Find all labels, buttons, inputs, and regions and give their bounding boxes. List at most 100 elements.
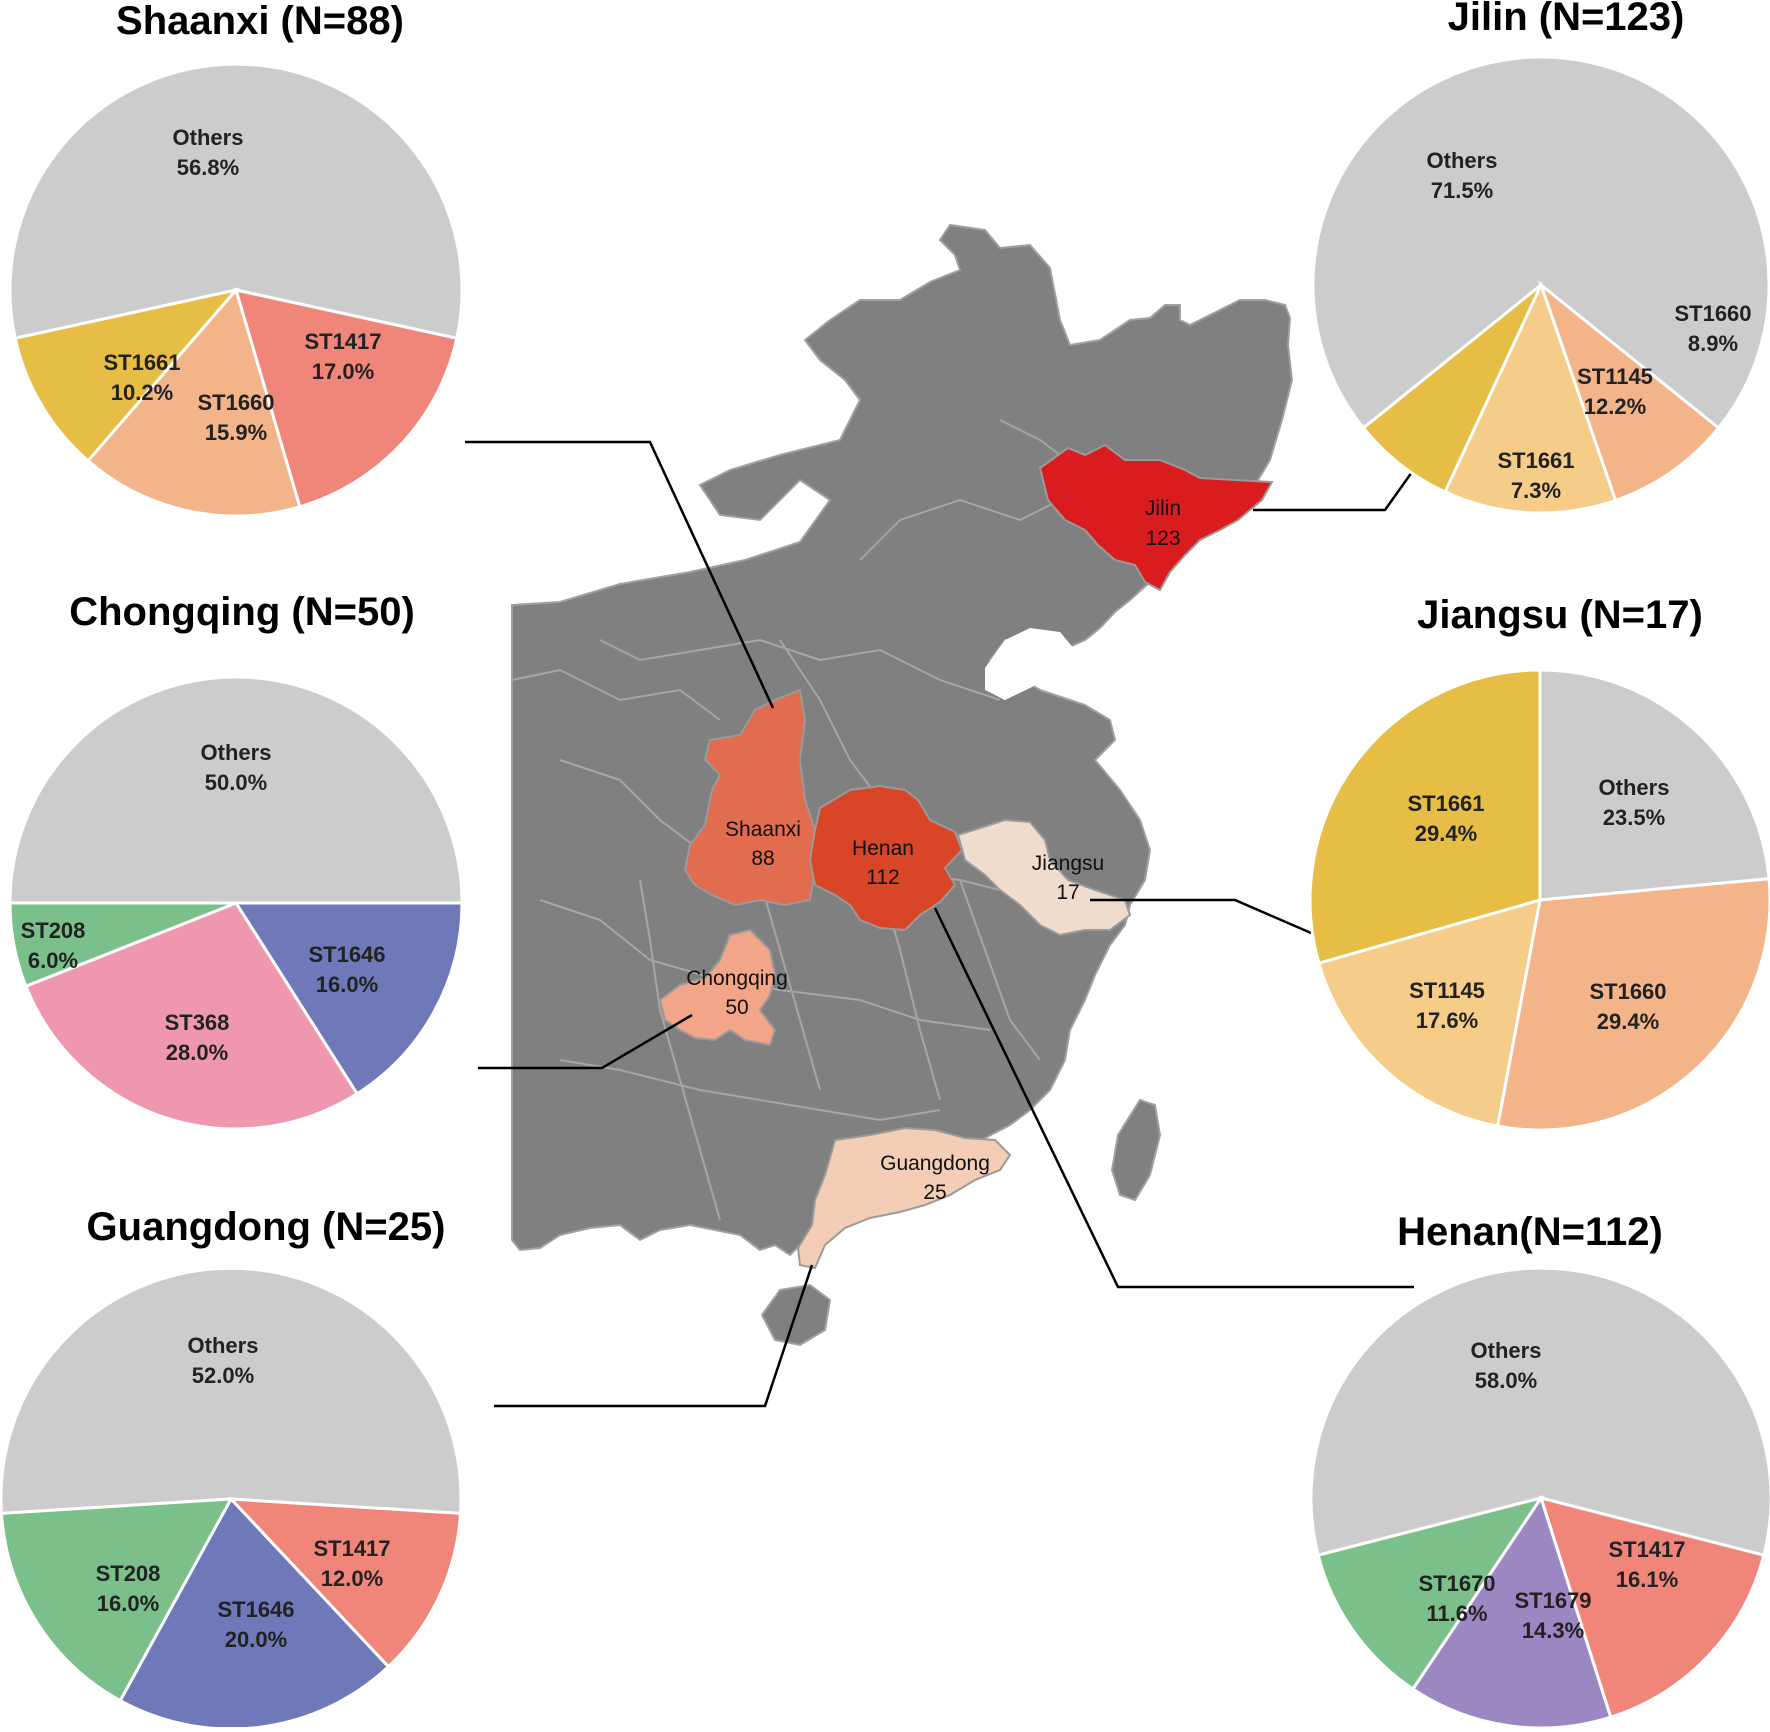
pie-title: Chongqing (N=50): [69, 590, 415, 634]
map-label-guangdong-value: 25: [923, 1181, 946, 1204]
pie-title: Jilin (N=123): [1448, 0, 1685, 39]
pie-slice-others: [0, 1266, 463, 1515]
slice-label-name: Others: [173, 125, 244, 150]
slice-label-value: 56.8%: [177, 155, 239, 180]
pie-slice-st1145: [1317, 897, 1542, 1128]
slice-label-name: Others: [201, 740, 272, 765]
slice-label-name: ST1660: [1589, 979, 1666, 1004]
map-mainland: [511, 223, 1294, 1257]
leader-line-guangdong: [494, 1264, 814, 1408]
map-label-jilin-value: 123: [1145, 527, 1180, 550]
pie-slice-st1145: [1443, 280, 1618, 515]
pie-slice-st1661: [1308, 668, 1542, 966]
pie-chart-henan: Others 58.0% ST1417 16.1% ST1679 14.3% ST1670 1…: [1309, 1210, 1770, 1730]
map-province-jilin: [1038, 443, 1274, 592]
map-label-shaanxi-value: 88: [751, 847, 774, 870]
pie-slice-st1661: [1361, 283, 1543, 494]
map-label-guangdong-name: Guangdong: [880, 1152, 990, 1175]
slice-label-name: Others: [1471, 1338, 1542, 1363]
pie-title: Jiangsu (N=17): [1417, 593, 1703, 637]
map-taiwan: [1110, 1098, 1162, 1202]
map-province-shaanxi: [683, 688, 816, 907]
slice-label-value: 58.0%: [1475, 1368, 1537, 1393]
slice-label-value: 29.4%: [1415, 821, 1477, 846]
slice-label-value: 12.0%: [321, 1566, 383, 1591]
map-label-henan-name: Henan: [852, 837, 914, 860]
pie-slice-others: [8, 62, 464, 341]
pie-slice-st1660: [85, 286, 302, 518]
slice-label-value: 29.4%: [1597, 1009, 1659, 1034]
slice-label-name: ST1417: [304, 329, 381, 354]
leader-line-jiangsu: [1090, 898, 1319, 938]
map-label-henan-value: 112: [866, 866, 899, 889]
slice-label-value: 20.0%: [225, 1627, 287, 1652]
slice-label-value: 28.0%: [166, 1040, 228, 1065]
slice-label-value: 6.0%: [28, 948, 78, 973]
slice-label-value: 14.3%: [1522, 1618, 1584, 1643]
pie-slice-st1679: [1410, 1494, 1613, 1730]
slice-label-name: ST1660: [1674, 301, 1751, 326]
pie-title: Shaanxi (N=88): [116, 0, 404, 43]
pie-chart-jilin: Others 71.5% ST1660 8.9% ST1145 12.2% ST1661 7.…: [1311, 0, 1770, 515]
slice-label-name: ST1679: [1514, 1588, 1591, 1613]
slice-label-name: ST368: [165, 1010, 230, 1035]
map-label-jilin-name: Jilin: [1145, 497, 1181, 520]
map-province-guangdong: [796, 1126, 1012, 1270]
slice-label-value: 7.3%: [1511, 478, 1561, 503]
slice-label-value: 23.5%: [1603, 805, 1665, 830]
slice-label-value: 50.0%: [205, 770, 267, 795]
slice-label-name: ST1646: [308, 942, 385, 967]
slice-label-value: 17.0%: [312, 359, 374, 384]
pie-title: Henan(N=112): [1397, 1210, 1663, 1254]
pie-chart-jiangsu: Others 23.5% ST1660 29.4% ST1145 17.6% ST1661 2…: [1308, 593, 1770, 1132]
pie-slice-st1417: [1538, 1495, 1766, 1720]
pie-slice-others: [1311, 55, 1770, 431]
leader-line-shaanxi: [465, 440, 775, 709]
pie-slice-st1417: [233, 287, 459, 509]
pie-title: Guangdong (N=25): [87, 1205, 446, 1249]
slice-label-name: Others: [188, 1333, 259, 1358]
slice-label-value: 16.1%: [1616, 1567, 1678, 1592]
slice-label-name: ST1660: [197, 390, 274, 415]
map-liaodong-bay: [985, 628, 1075, 700]
leader-line-henan: [933, 907, 1414, 1289]
china-map: Jilin 123 Shaanxi 88 Henan 112 Jiangsu 1…: [511, 223, 1294, 1347]
pie-slice-st1660: [1495, 877, 1770, 1132]
slice-label-name: ST1661: [1407, 791, 1484, 816]
leader-lines: [465, 440, 1414, 1408]
pie-slice-st1661: [13, 287, 241, 463]
slice-label-value: 16.0%: [316, 972, 378, 997]
map-province-henan: [808, 784, 964, 932]
map-label-chongqing-name: Chongqing: [686, 967, 788, 990]
pie-slice-st368: [23, 901, 360, 1131]
pie-slice-st208: [0, 1497, 234, 1703]
slice-label-name: ST1661: [103, 350, 180, 375]
slice-label-value: 12.2%: [1584, 394, 1646, 419]
slice-label-name: ST1145: [1409, 978, 1485, 1003]
pie-chart-guangdong: Others 52.0% ST1417 12.0% ST1646 20.0% ST208 16…: [0, 1205, 463, 1731]
slice-label-name: ST208: [96, 1561, 161, 1586]
slice-label-value: 17.6%: [1416, 1008, 1478, 1033]
slice-label-value: 52.0%: [192, 1363, 254, 1388]
slice-label-value: 16.0%: [97, 1591, 159, 1616]
pie-chart-chongqing: Others 50.0% ST1646 16.0% ST368 28.0% ST208 6.0…: [8, 590, 464, 1131]
pie-slice-st1646: [233, 901, 464, 1096]
slice-label-value: 71.5%: [1431, 178, 1493, 203]
pie-slice-others: [1309, 1266, 1770, 1558]
map-label-shaanxi-name: Shaanxi: [725, 818, 801, 841]
map-label-jiangsu-name: Jiangsu: [1032, 852, 1104, 875]
pie-slice-st1670: [1316, 1495, 1545, 1692]
pie-slice-others: [8, 675, 464, 905]
slice-label-value: 8.9%: [1688, 331, 1738, 356]
slice-label-value: 11.6%: [1426, 1601, 1487, 1626]
slice-label-name: ST1145: [1577, 364, 1653, 389]
map-province-jiangsu: [956, 818, 1132, 937]
slice-label-name: ST1646: [217, 1597, 294, 1622]
pie-chart-shaanxi: Others 56.8% ST1417 17.0% ST1660 15.9% ST1661 1…: [8, 0, 464, 518]
leader-line-chongqing: [478, 1013, 693, 1070]
pie-slice-st1417: [227, 1497, 463, 1669]
pie-slice-st208: [8, 901, 237, 989]
slice-label-value: 15.9%: [205, 420, 267, 445]
